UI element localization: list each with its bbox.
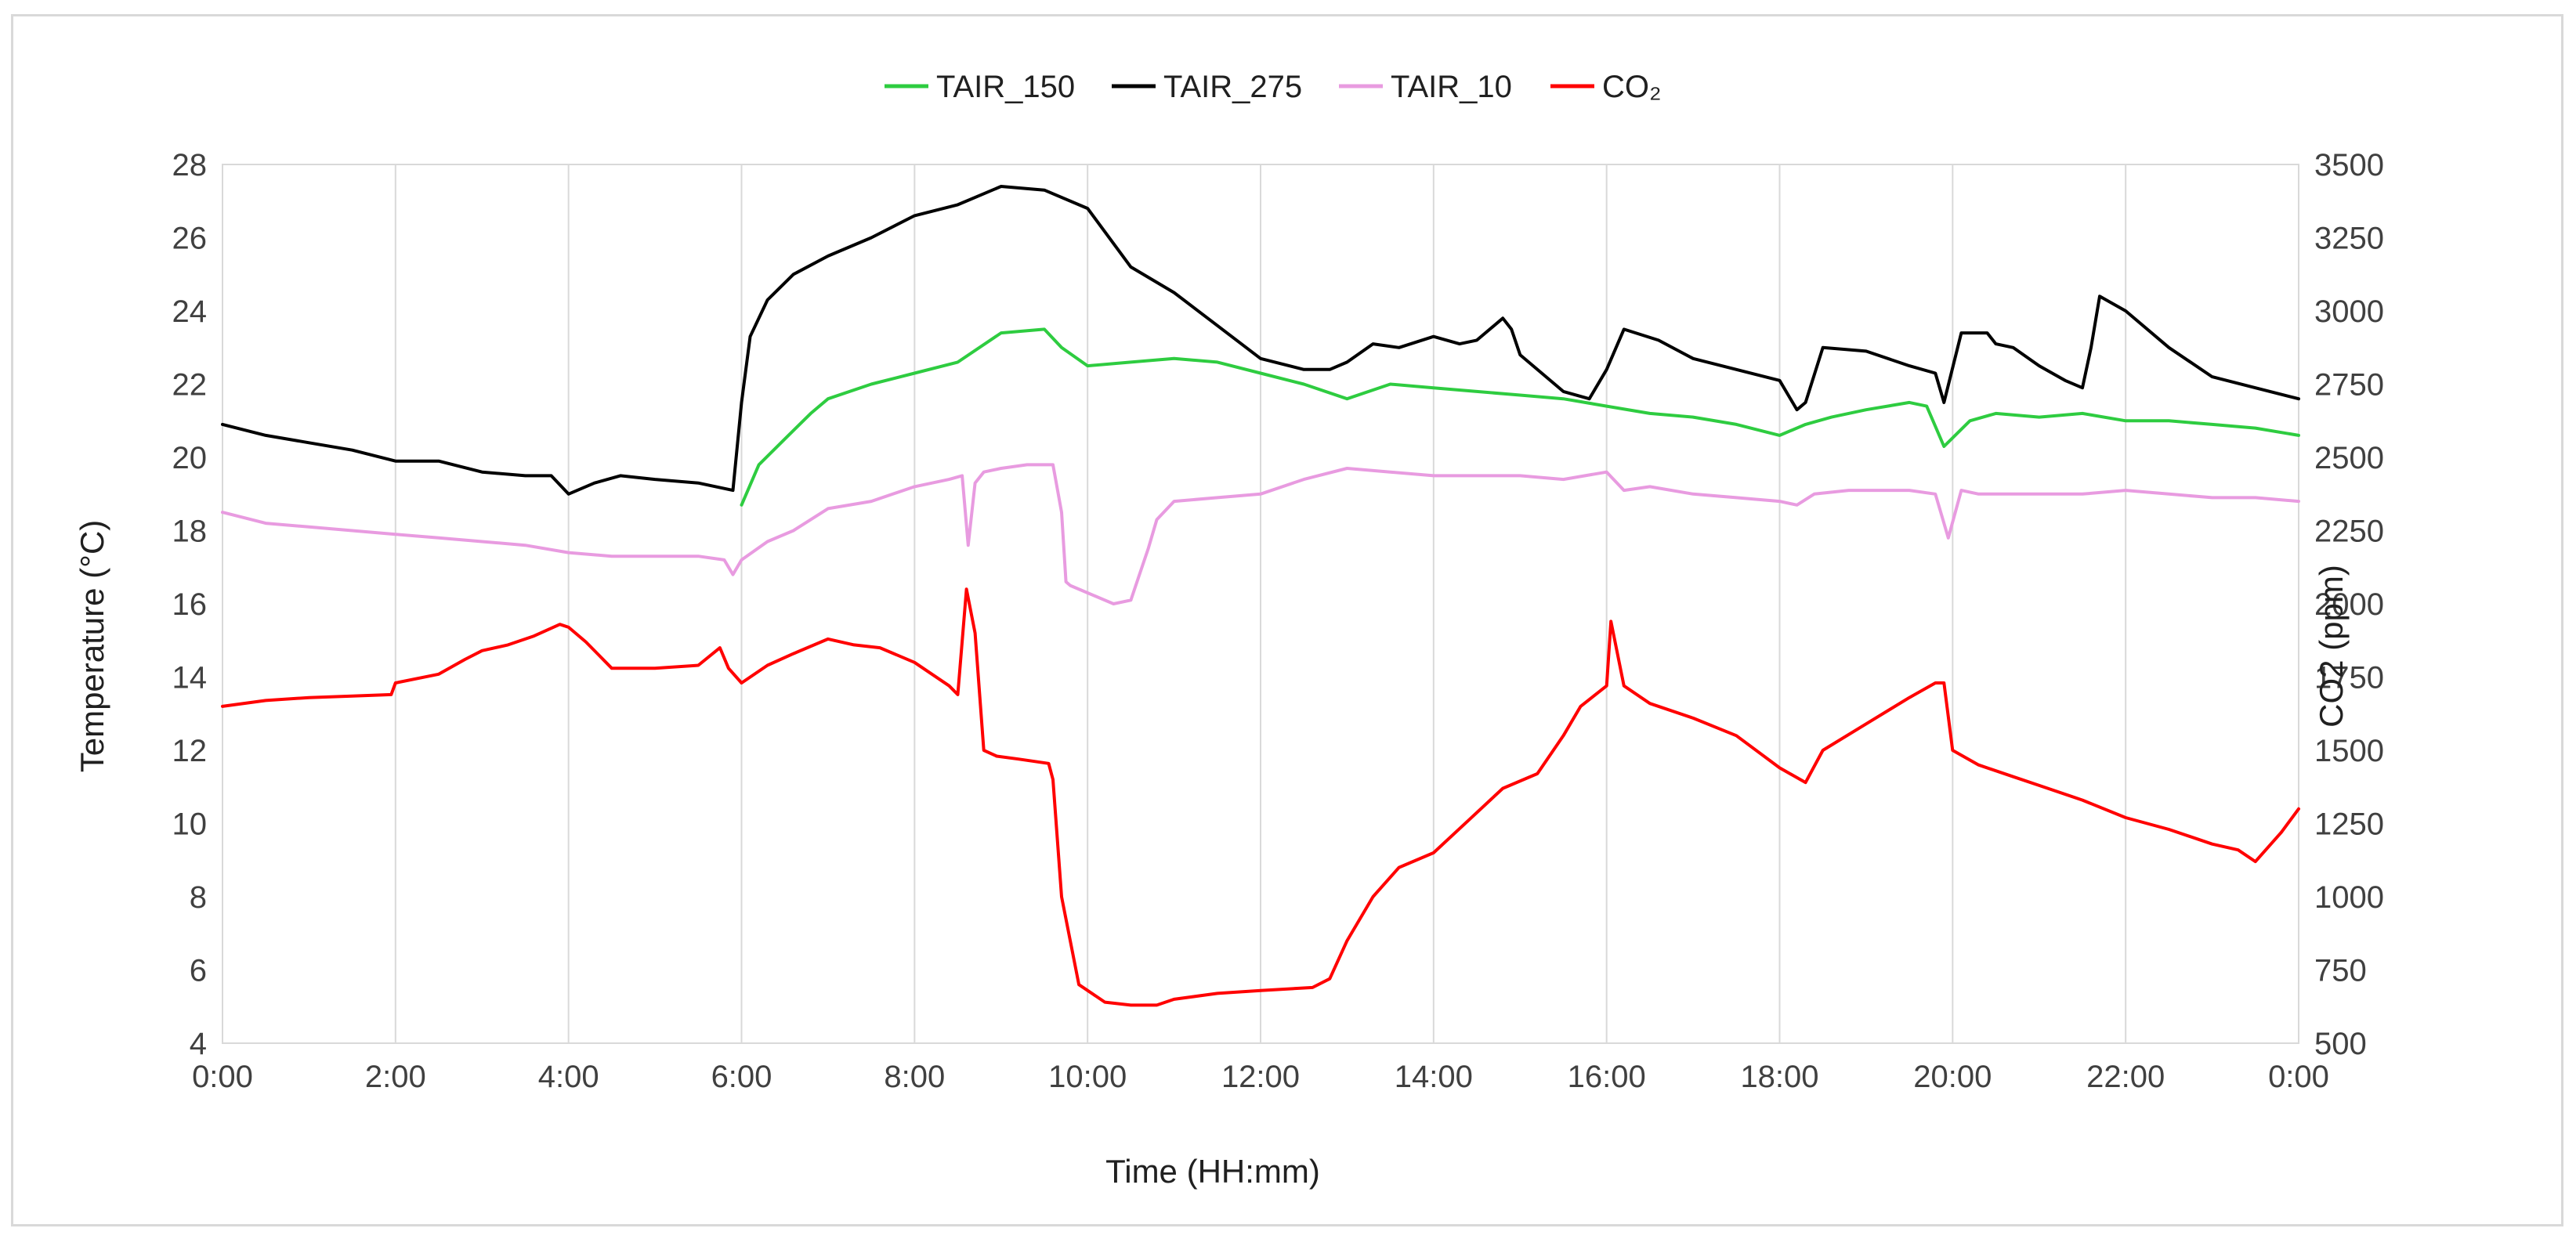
x-tick-label: 6:00 — [711, 1060, 772, 1094]
y-left-tick-label: 22 — [172, 368, 208, 403]
x-axis-ticks: 0:00 2:00 4:00 6:00 8:00 10:00 12:00 14:00 16:00… — [192, 1060, 2329, 1094]
y-left-tick-label: 26 — [172, 222, 208, 256]
legend-label: TAIR_10 — [1391, 70, 1512, 104]
y-left-tick-label: 10 — [172, 807, 208, 842]
y-left-tick-label: 6 — [190, 954, 207, 988]
y-right-tick-label: 500 — [2314, 1027, 2367, 1061]
y-left-tick-label: 8 — [190, 880, 207, 915]
y-right-tick-label: 1750 — [2314, 661, 2384, 695]
y-axis-right-title: CO2 (ppm) — [2313, 565, 2350, 728]
y-right-tick-label: 3250 — [2314, 222, 2384, 256]
legend: TAIR_150 TAIR_275 TAIR_10 CO₂ — [885, 70, 1662, 104]
y-axis-right-ticks: 500 750 1000 1250 1500 1750 2000 2250 2500 2750 30… — [2314, 148, 2384, 1061]
legend-label: TAIR_275 — [1163, 70, 1302, 104]
x-tick-label: 16:00 — [1568, 1060, 1646, 1094]
series-line-tair-10 — [221, 463, 2300, 605]
y-right-tick-label: 3000 — [2314, 294, 2384, 329]
series-lines — [221, 185, 2300, 1007]
y-right-tick-label: 1250 — [2314, 807, 2384, 842]
y-left-tick-label: 24 — [172, 294, 208, 329]
y-left-tick-label: 20 — [172, 441, 208, 475]
legend-label: TAIR_150 — [936, 70, 1075, 104]
y-right-tick-label: 1500 — [2314, 734, 2384, 768]
y-axis-left-ticks: 4 6 8 10 12 14 16 18 20 22 24 26 28 — [172, 148, 208, 1061]
y-left-tick-label: 14 — [172, 661, 208, 695]
series-line-tair-150 — [740, 327, 2300, 507]
x-tick-label: 0:00 — [2268, 1060, 2329, 1094]
y-right-tick-label: 2750 — [2314, 368, 2384, 403]
y-left-tick-label: 18 — [172, 515, 208, 549]
y-left-tick-label: 4 — [190, 1027, 207, 1061]
y-right-tick-label: 2250 — [2314, 515, 2384, 549]
plot-area-outline — [222, 164, 2299, 1044]
x-tick-label: 10:00 — [1048, 1060, 1127, 1094]
series-line-co- — [221, 587, 2300, 1007]
y-right-tick-label: 3500 — [2314, 148, 2384, 182]
y-left-tick-label: 16 — [172, 587, 208, 622]
legend-label: CO₂ — [1602, 70, 1662, 104]
chart-frame — [11, 14, 2563, 1226]
y-right-tick-label: 750 — [2314, 954, 2367, 988]
x-tick-label: 8:00 — [884, 1060, 945, 1094]
x-tick-label: 2:00 — [365, 1060, 426, 1094]
x-tick-label: 18:00 — [1740, 1060, 1818, 1094]
x-tick-label: 0:00 — [192, 1060, 253, 1094]
y-right-tick-label: 2500 — [2314, 441, 2384, 475]
y-right-tick-label: 2000 — [2314, 587, 2384, 622]
x-tick-label: 22:00 — [2086, 1060, 2165, 1094]
x-axis-title: Time (HH:mm) — [1105, 1153, 1320, 1190]
series-line-tair-275 — [221, 185, 2300, 496]
y-left-tick-label: 28 — [172, 148, 208, 182]
plot-area-border — [222, 164, 2299, 1044]
x-tick-label: 12:00 — [1221, 1060, 1300, 1094]
y-axis-left-title: Temperature (°C) — [74, 520, 110, 773]
x-tick-label: 4:00 — [538, 1060, 599, 1094]
y-right-tick-label: 1000 — [2314, 880, 2384, 915]
vertical-gridlines — [222, 164, 2299, 1043]
x-tick-label: 20:00 — [1913, 1060, 1992, 1094]
x-tick-label: 14:00 — [1395, 1060, 1473, 1094]
y-left-tick-label: 12 — [172, 734, 208, 768]
